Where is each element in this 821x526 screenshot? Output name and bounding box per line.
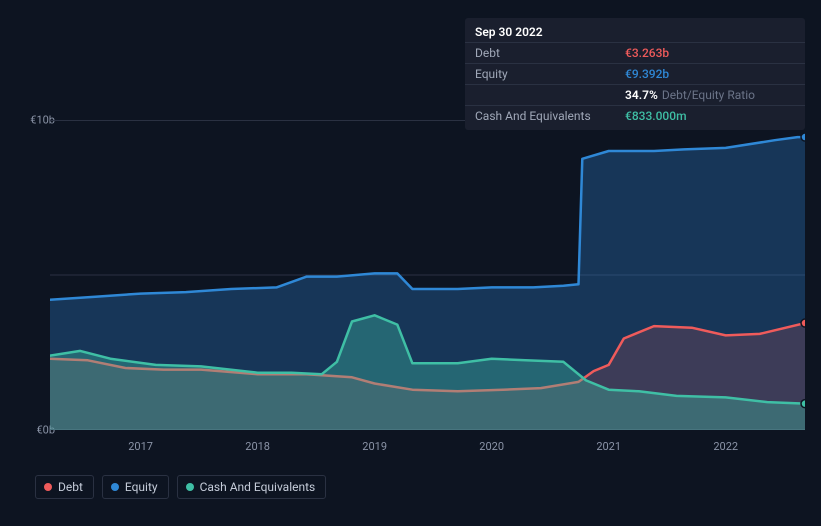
legend-label-cash: Cash And Equivalents bbox=[200, 480, 316, 494]
legend-item-equity[interactable]: Equity bbox=[102, 475, 169, 499]
tooltip-equity-row: Equity €9.392b bbox=[465, 64, 805, 85]
tooltip-cash-row: Cash And Equivalents €833.000m bbox=[465, 106, 805, 126]
chart-legend: Debt Equity Cash And Equivalents bbox=[35, 475, 326, 499]
y-axis-label-bottom: €0b bbox=[15, 424, 55, 437]
legend-label-equity: Equity bbox=[125, 480, 158, 494]
x-label-2021: 2021 bbox=[596, 440, 621, 453]
x-label-2019: 2019 bbox=[362, 440, 387, 453]
tooltip-ratio-value: 34.7% bbox=[625, 87, 658, 103]
chart-tooltip: Sep 30 2022 Debt €3.263b Equity €9.392b … bbox=[465, 18, 805, 130]
tooltip-equity-label: Equity bbox=[475, 66, 625, 82]
legend-item-debt[interactable]: Debt bbox=[35, 475, 94, 499]
tooltip-debt-label: Debt bbox=[475, 45, 625, 61]
tooltip-debt-row: Debt €3.263b bbox=[465, 43, 805, 64]
tooltip-cash-label: Cash And Equivalents bbox=[475, 108, 625, 124]
tooltip-date-row: Sep 30 2022 bbox=[465, 22, 805, 43]
legend-dot-equity bbox=[111, 483, 119, 491]
legend-dot-cash bbox=[186, 483, 194, 491]
legend-item-cash[interactable]: Cash And Equivalents bbox=[177, 475, 327, 499]
tooltip-cash-value: €833.000m bbox=[625, 108, 687, 124]
chart-plot[interactable] bbox=[50, 120, 805, 430]
x-label-2017: 2017 bbox=[128, 440, 153, 453]
chart-svg bbox=[50, 120, 805, 430]
tooltip-date: Sep 30 2022 bbox=[475, 24, 625, 40]
tooltip-ratio-label: Debt/Equity Ratio bbox=[662, 87, 755, 103]
x-label-2022: 2022 bbox=[713, 440, 738, 453]
y-axis-label-top: €10b bbox=[15, 114, 55, 127]
chart-area: €10b €0b 2017 2018 2019 2020 2021 2022 D… bbox=[15, 120, 805, 515]
legend-dot-debt bbox=[44, 483, 52, 491]
x-label-2018: 2018 bbox=[245, 440, 270, 453]
tooltip-ratio-row: 34.7% Debt/Equity Ratio bbox=[465, 85, 805, 106]
tooltip-debt-value: €3.263b bbox=[625, 45, 669, 61]
legend-label-debt: Debt bbox=[58, 480, 83, 494]
tooltip-equity-value: €9.392b bbox=[625, 66, 669, 82]
x-label-2020: 2020 bbox=[479, 440, 504, 453]
tooltip-ratio-spacer bbox=[475, 87, 625, 103]
x-axis: 2017 2018 2019 2020 2021 2022 bbox=[50, 440, 805, 460]
